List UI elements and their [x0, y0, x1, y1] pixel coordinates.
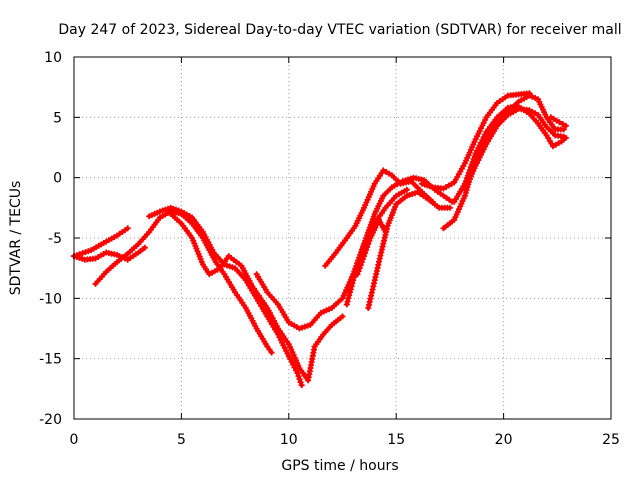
data-point-marker	[350, 277, 357, 284]
series-track-8	[343, 174, 455, 308]
data-point-marker	[298, 382, 305, 389]
x-tick-label: 25	[602, 432, 620, 448]
data-point-marker	[79, 250, 86, 257]
data-point-marker	[556, 119, 563, 126]
data-point-marker	[357, 262, 364, 269]
y-tick-label: 5	[53, 110, 62, 126]
data-point-marker	[359, 256, 366, 263]
y-tick-label: -15	[39, 352, 62, 368]
chart-title: Day 247 of 2023, Sidereal Day-to-day VTE…	[58, 22, 621, 38]
x-tick-label: 20	[495, 432, 513, 448]
data-point-marker	[446, 204, 453, 211]
series-track-5	[167, 210, 346, 384]
data-point-marker	[347, 286, 354, 293]
data-point-marker	[559, 121, 566, 127]
data-point-marker	[364, 244, 371, 251]
data-point-marker	[363, 247, 370, 254]
x-tick-label: 5	[177, 432, 186, 448]
data-point-marker	[345, 295, 352, 302]
data-point-marker	[361, 253, 367, 260]
axis-ticks	[73, 56, 612, 420]
data-point-marker	[296, 376, 303, 383]
data-point-marker	[355, 268, 362, 275]
data-point-marker	[372, 274, 379, 281]
y-tick-labels: 10 5 0 -5 -10 -15 -20	[39, 50, 62, 428]
data-point-marker	[362, 250, 369, 257]
plot-series	[71, 90, 569, 389]
series-track-15	[547, 114, 569, 129]
x-axis-title: GPS time / hours	[281, 458, 398, 474]
data-point-marker	[295, 373, 302, 380]
x-tick-label: 0	[70, 432, 79, 448]
series-track-4	[146, 204, 305, 389]
data-point-marker	[339, 313, 346, 320]
data-point-marker	[356, 265, 363, 272]
data-point-marker	[365, 241, 372, 247]
data-point-marker	[297, 379, 304, 386]
y-axis-title: SDTVAR / TECUs	[8, 181, 24, 296]
x-tick-label: 10	[280, 432, 298, 448]
series-track-1	[71, 244, 148, 263]
y-tick-label: -10	[39, 291, 62, 307]
data-point-marker	[343, 301, 350, 308]
x-tick-label: 15	[387, 432, 405, 448]
data-point-marker	[354, 271, 361, 278]
series-track-2	[71, 225, 131, 260]
data-point-marker	[294, 370, 301, 377]
data-point-marker	[76, 251, 83, 258]
x-tick-labels: 0 5 10 15 20 25	[70, 432, 620, 448]
y-tick-label: -5	[48, 231, 62, 247]
data-point-marker	[358, 259, 365, 266]
data-point-marker	[141, 244, 148, 251]
data-point-marker	[366, 238, 373, 244]
data-point-marker	[349, 280, 356, 287]
y-tick-label: 10	[44, 50, 62, 66]
data-point-marker	[85, 248, 92, 255]
series-track-14	[461, 105, 567, 193]
series-track-11	[419, 90, 533, 192]
data-point-marker	[560, 126, 567, 133]
data-point-marker	[124, 225, 131, 232]
data-point-marker	[268, 349, 275, 356]
y-tick-label: -20	[39, 412, 62, 428]
data-point-marker	[377, 252, 384, 259]
data-point-marker	[560, 133, 567, 140]
y-tick-label: 0	[53, 171, 62, 187]
data-point-marker	[351, 274, 358, 281]
series-track-10	[365, 189, 453, 311]
data-point-marker	[562, 122, 569, 129]
data-point-marker	[403, 186, 410, 193]
series-track-9	[354, 216, 389, 278]
